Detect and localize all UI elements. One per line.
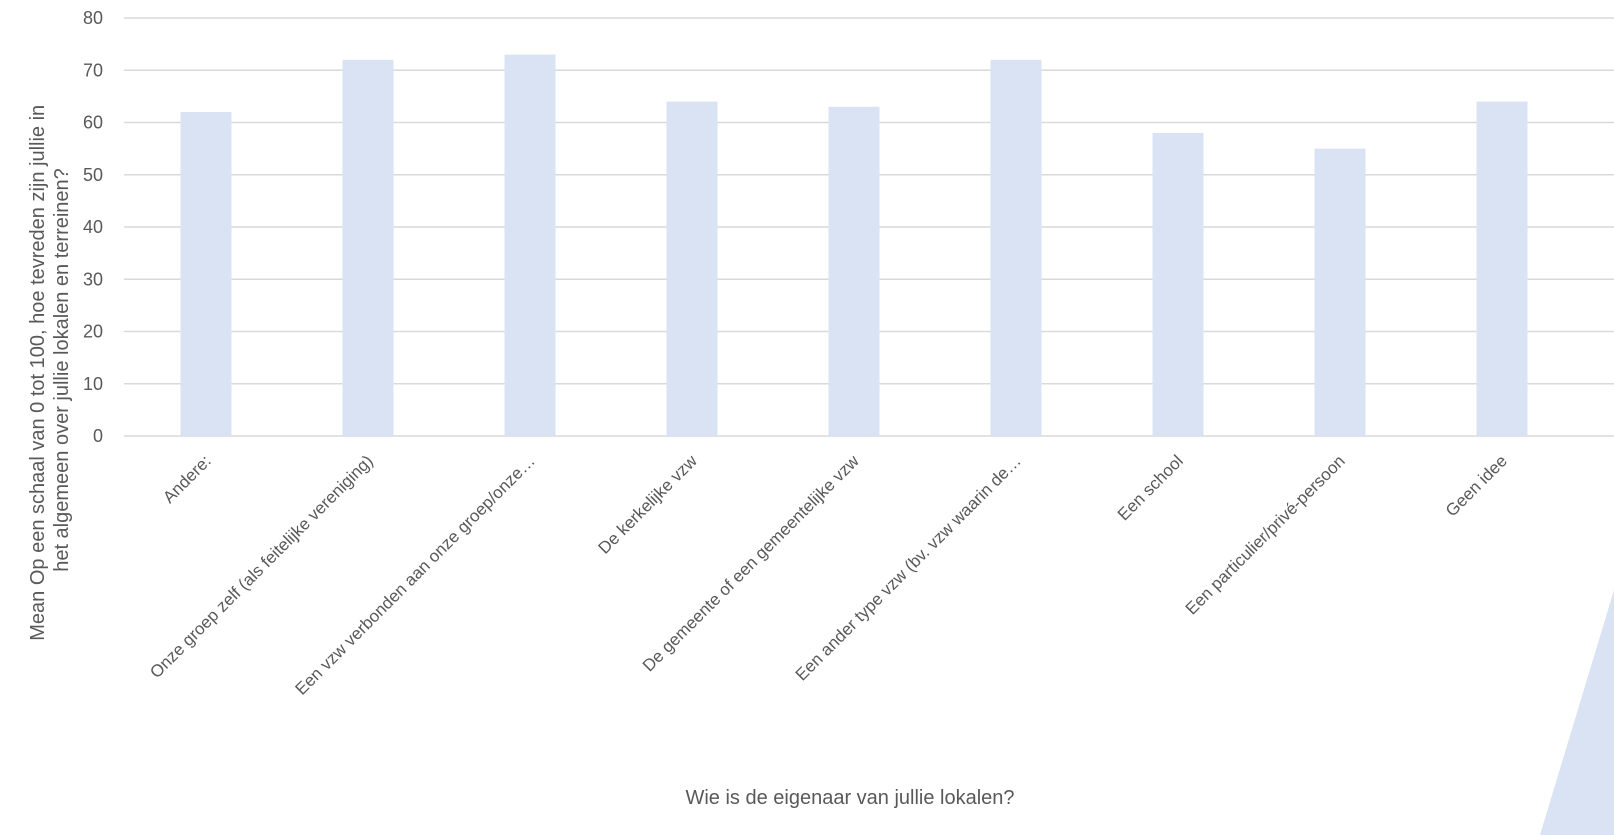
x-category-label: Geen idee: [1442, 451, 1511, 520]
y-axis-title-line-1: Mean Op een schaal van 0 tot 100, hoe te…: [27, 105, 49, 641]
bar: [504, 54, 556, 436]
y-tick-label: 40: [83, 217, 103, 237]
x-axis-category-labels: Andere:Onze groep zelf (als feitelijke v…: [146, 451, 1511, 699]
x-category-label: Andere:: [159, 451, 215, 507]
bar: [666, 101, 718, 436]
y-axis-title: Mean Op een schaal van 0 tot 100, hoe te…: [27, 99, 73, 640]
bar: [342, 59, 394, 437]
y-axis-tick-labels: 0 10 20 30 40 50 60 70 80: [83, 8, 103, 446]
bars: [180, 54, 1528, 437]
y-tick-label: 10: [83, 374, 103, 394]
y-tick-label: 70: [83, 60, 103, 80]
y-tick-label: 80: [83, 8, 103, 28]
x-category-label: Een school: [1114, 451, 1187, 524]
bar: [180, 112, 232, 437]
bar: [1152, 132, 1204, 436]
bar: [828, 106, 880, 436]
x-category-label: De kerkelijke vzw: [595, 451, 702, 558]
y-tick-label: 50: [83, 165, 103, 185]
bar: [990, 59, 1042, 437]
decorative-shape: [1540, 590, 1614, 835]
y-tick-label: 60: [83, 113, 103, 133]
y-tick-label: 0: [93, 426, 103, 446]
y-tick-label: 30: [83, 269, 103, 289]
y-axis-title-line-2: het algemeen over jullie lokalen en terr…: [51, 168, 73, 572]
x-category-label: Een particulier/privé-persoon: [1182, 451, 1349, 618]
x-axis-title: Wie is de eigenaar van jullie lokalen?: [685, 787, 1014, 809]
bar: [1476, 101, 1528, 436]
bar: [1314, 148, 1366, 436]
y-tick-label: 20: [83, 322, 103, 342]
